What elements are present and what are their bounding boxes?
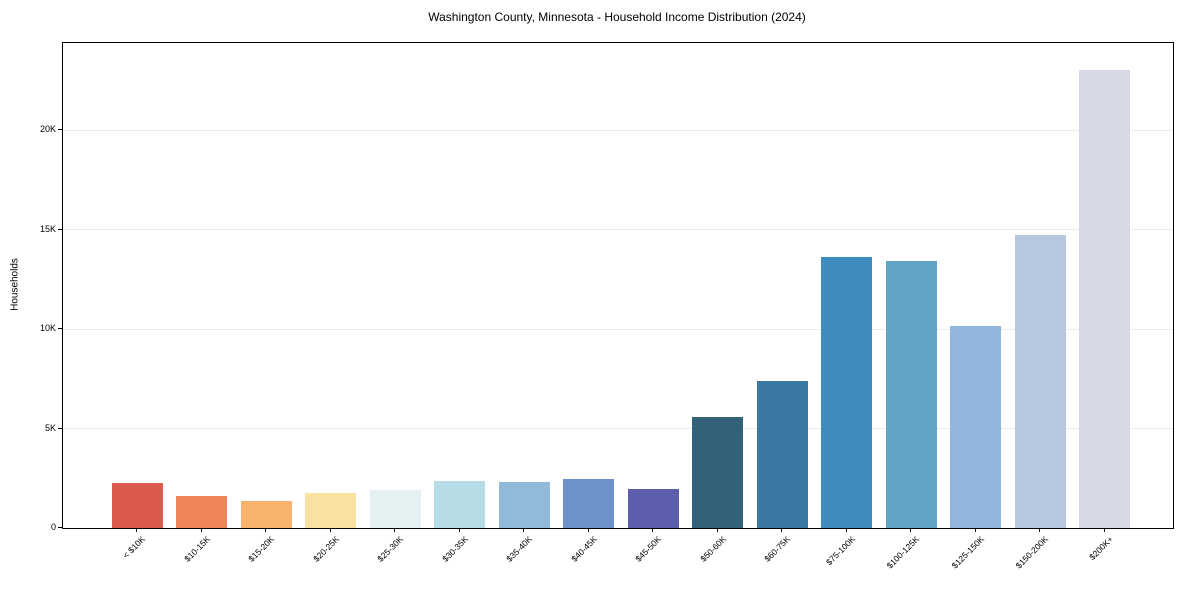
x-tick-label: $35-40K <box>504 534 535 564</box>
plot-area <box>62 42 1174 529</box>
bar-150200k <box>1014 235 1066 528</box>
y-tick-mark <box>58 129 62 131</box>
bar-2025k <box>305 493 356 528</box>
x-tick-mark <box>845 528 847 532</box>
y-tick-mark <box>58 527 62 528</box>
y-tick-mark <box>58 427 62 429</box>
bar-200k <box>1079 70 1130 528</box>
x-tick-mark <box>910 528 911 532</box>
bar-4045k <box>563 479 614 528</box>
x-tick-label: $10-15K <box>181 534 212 564</box>
bar-4550k <box>627 489 679 528</box>
bar-125150k <box>950 326 1001 528</box>
bar-3035k <box>434 481 485 528</box>
x-tick-label: $30-35K <box>439 534 470 564</box>
x-tick-mark <box>652 528 653 532</box>
bar-75100k <box>821 257 872 528</box>
x-tick-mark <box>200 528 202 532</box>
bar-1520k <box>240 501 292 528</box>
x-tick-label: $60-75K <box>762 534 793 564</box>
bar-10k <box>111 483 163 528</box>
gridline <box>63 229 1173 231</box>
gridline <box>63 129 1173 131</box>
x-tick-mark <box>1103 528 1105 532</box>
x-tick-mark <box>523 528 524 532</box>
x-tick-label: $100-125K <box>884 534 922 571</box>
x-tick-mark <box>587 528 589 532</box>
y-axis-label: Households <box>9 258 21 311</box>
x-tick-mark <box>329 528 331 532</box>
bar-3540k <box>498 482 550 528</box>
y-tick-label: 5K <box>44 422 56 433</box>
x-tick-mark <box>265 528 266 532</box>
x-tick-label: $45-50K <box>633 534 664 564</box>
x-tick-label: $50-60K <box>697 534 728 564</box>
x-tick-mark <box>394 528 395 532</box>
bar-1015k <box>176 496 227 528</box>
y-tick-mark <box>58 228 62 230</box>
x-tick-label: $125-150K <box>949 534 986 571</box>
x-tick-label: $15-20K <box>246 534 277 564</box>
y-tick-label: 20K <box>39 124 56 135</box>
x-tick-label: $40-45K <box>568 534 599 564</box>
x-tick-label: $75-100K <box>823 534 857 568</box>
gridline <box>63 428 1173 430</box>
bar-2530k <box>369 490 421 528</box>
x-tick-mark <box>716 528 718 532</box>
x-tick-label: < $10K <box>120 534 148 561</box>
chart-title: Washington County, Minnesota - Household… <box>428 10 806 24</box>
gridline <box>63 328 1173 330</box>
x-tick-label: $200K+ <box>1086 534 1115 562</box>
x-tick-mark <box>136 528 137 532</box>
x-tick-label: $25-30K <box>375 534 406 564</box>
x-tick-mark <box>974 528 976 532</box>
y-tick-label: 15K <box>39 223 56 234</box>
y-tick-label: 0 <box>50 522 56 532</box>
bar-100125k <box>885 261 937 528</box>
y-tick-label: 10K <box>39 323 56 334</box>
x-tick-mark <box>781 528 782 532</box>
bar-6075k <box>756 381 808 528</box>
bar-5060k <box>692 417 743 528</box>
y-tick-mark <box>58 328 62 330</box>
x-tick-label: $20-25K <box>310 534 341 564</box>
x-tick-mark <box>1039 528 1040 532</box>
x-tick-label: $150-200K <box>1013 534 1051 571</box>
x-tick-mark <box>458 528 460 532</box>
